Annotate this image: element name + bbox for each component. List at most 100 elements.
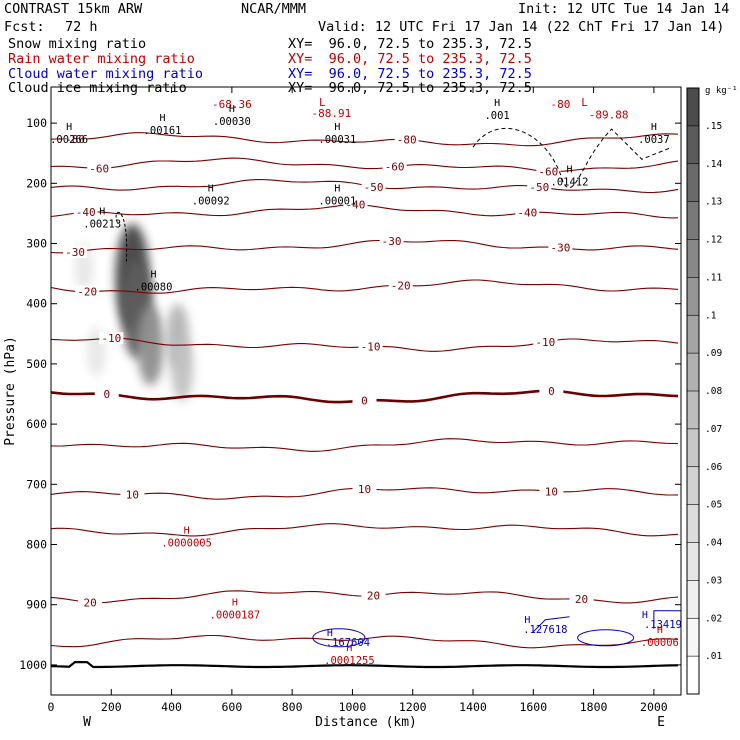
isotherm-line-4 — [51, 157, 679, 173]
colorbar-tick-label: .03 — [705, 575, 722, 586]
colorbar-tick-label: .06 — [705, 462, 722, 473]
rain-high-value: .0000187 — [210, 610, 261, 622]
isotherm-label: 20 — [575, 593, 588, 606]
isotherm-label: -60 — [385, 161, 405, 174]
isotherm-label-gap — [548, 241, 573, 254]
isotherm-label-gap — [539, 384, 564, 397]
isotherm-label: 10 — [545, 485, 558, 498]
cloud-ice-high-value: .001 — [484, 110, 509, 122]
cloud-ice-high-marker: H — [229, 104, 235, 115]
cloud-ice-high-marker: H — [66, 122, 72, 133]
plot-frame — [50, 86, 682, 696]
cloud-ice-high-value: .00001 — [318, 196, 356, 208]
center-label: NCAR/MMM — [241, 1, 307, 17]
x-tick-label: 600 — [221, 700, 242, 714]
colorbar-bin — [687, 277, 699, 316]
rain-high-marker: H — [232, 598, 238, 609]
snow-ratio-blob-4 — [171, 338, 194, 401]
cloud-ice-high-value: .00030 — [213, 116, 251, 128]
x-axis-west-label: W — [83, 715, 91, 730]
x-axis-title: Distance (km) — [315, 715, 417, 730]
cloud-water-high-marker: H — [524, 615, 530, 626]
colorbar-tick-label: .02 — [705, 613, 722, 624]
isotherm-label-gap — [75, 285, 100, 298]
legend-cloud-ice-name: Cloud ice mixing ratio — [8, 80, 187, 96]
colorbar-bin — [687, 353, 699, 391]
isotherm-label-gap — [63, 133, 88, 146]
x-tick-label: 800 — [282, 700, 303, 714]
isotherm-line-0 — [51, 279, 679, 294]
cloud-water-high-value: .167604 — [326, 637, 370, 649]
colorbar-bin — [687, 239, 699, 278]
colorbar-bin — [687, 391, 699, 429]
cloud-ice-high-value: .00266 — [50, 134, 88, 146]
colorbar-unit: g kg⁻¹ — [705, 86, 738, 96]
isotherm-label-gap — [352, 482, 377, 495]
isotherm-label: -30 — [550, 242, 570, 255]
colorbar-bin — [687, 428, 699, 467]
colorbar-bin — [687, 88, 699, 126]
y-tick-label: 800 — [26, 538, 47, 552]
cloud-ice-high-value: .01412 — [551, 176, 589, 188]
isotherm-label-gap — [361, 589, 386, 602]
rain-high-value: .0000005 — [161, 538, 212, 550]
valid-time: Valid: 12 UTC Fri 17 Jan 14 (22 ChT Fri … — [318, 19, 725, 35]
cloud-ice-high-value: .00092 — [192, 196, 230, 208]
legend-cloud-ice-xy: XY= 96.0, 72.5 to 235.3, 72.5 — [288, 80, 532, 96]
colorbar-bin — [687, 163, 699, 202]
colorbar-bin — [687, 542, 699, 581]
isotherm-label-gap — [382, 160, 407, 173]
y-tick-label: 900 — [26, 598, 47, 612]
forecast-hour: 72 h — [65, 19, 98, 35]
isotherm-label-gap — [533, 335, 558, 348]
isotherm-label-gap — [63, 245, 88, 258]
isotherm-label-gap — [527, 181, 552, 194]
isotherm-label: -60 — [538, 165, 558, 178]
model-title: CONTRAST 15km ARW — [4, 1, 143, 17]
isotherm-label-gap — [78, 596, 103, 609]
cloud-ice-high-marker: H — [334, 184, 340, 195]
cloud-ice-high-value: .00213 — [83, 218, 121, 230]
y-tick-label: 200 — [26, 176, 47, 190]
isotherm-label: 10 — [126, 488, 139, 501]
isotherm-label-gap — [352, 394, 377, 407]
colorbar-bin — [687, 315, 699, 354]
init-time: Init: 12 UTC Tue 14 Jan 14 — [518, 1, 730, 17]
cloud-ice-high-value: .00031 — [318, 134, 356, 146]
isotherm-label-gap — [388, 279, 413, 292]
isotherm-label-gap — [569, 593, 594, 606]
colorbar-bin — [687, 125, 699, 164]
isotherm-label-gap — [394, 133, 419, 146]
x-tick-label: 200 — [101, 700, 122, 714]
cloud-ice-high-marker: H — [160, 113, 166, 124]
x-tick-label: 1600 — [519, 700, 547, 714]
colorbar-tick-label: .11 — [705, 272, 722, 283]
isotherm-label: -20 — [391, 280, 411, 293]
isotherm-label: -10 — [361, 341, 381, 354]
isotherm-label: -30 — [65, 246, 85, 259]
colorbar-bin — [687, 504, 699, 543]
isotherm-label-gap — [379, 234, 404, 247]
colorbar-tick-label: .01 — [705, 651, 722, 662]
colorbar-tick-label: .05 — [705, 500, 722, 511]
cloud-ice-high-marker: H — [99, 206, 105, 217]
isotherm-extreme-label: L — [581, 96, 588, 109]
x-tick-label: 1000 — [339, 700, 367, 714]
cloud-ice-high-value: .00080 — [135, 282, 173, 294]
isotherm-label: 0 — [103, 388, 110, 401]
legend-rain-name: Rain water mixing ratio — [8, 51, 195, 67]
legend-snow-xy: XY= 96.0, 72.5 to 235.3, 72.5 — [288, 36, 532, 52]
x-tick-label: 1800 — [580, 700, 608, 714]
isotherm-line-8 — [51, 438, 678, 452]
isotherm-label: 0 — [361, 395, 368, 408]
rain-high-marker: H — [184, 526, 190, 537]
colorbar-tick-label: .04 — [705, 538, 722, 549]
cloud-ice-contour — [115, 211, 128, 262]
cloud-ice-high-marker: H — [208, 184, 214, 195]
cloud-ice-high-value: .0037 — [638, 134, 670, 146]
colorbar-bin — [687, 656, 699, 694]
colorbar-tick-label: .14 — [705, 159, 722, 170]
snow-ratio-blob-2 — [137, 306, 164, 386]
x-tick-label: 1200 — [399, 700, 427, 714]
